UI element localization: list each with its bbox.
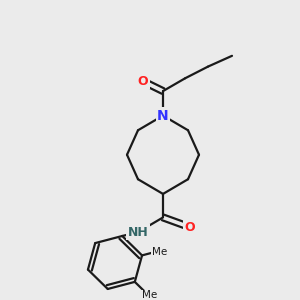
Text: Me: Me bbox=[152, 247, 167, 257]
Text: N: N bbox=[157, 109, 169, 123]
Text: O: O bbox=[185, 221, 195, 234]
Text: NH: NH bbox=[128, 226, 148, 238]
Text: O: O bbox=[138, 75, 148, 88]
Text: Me: Me bbox=[142, 290, 157, 300]
